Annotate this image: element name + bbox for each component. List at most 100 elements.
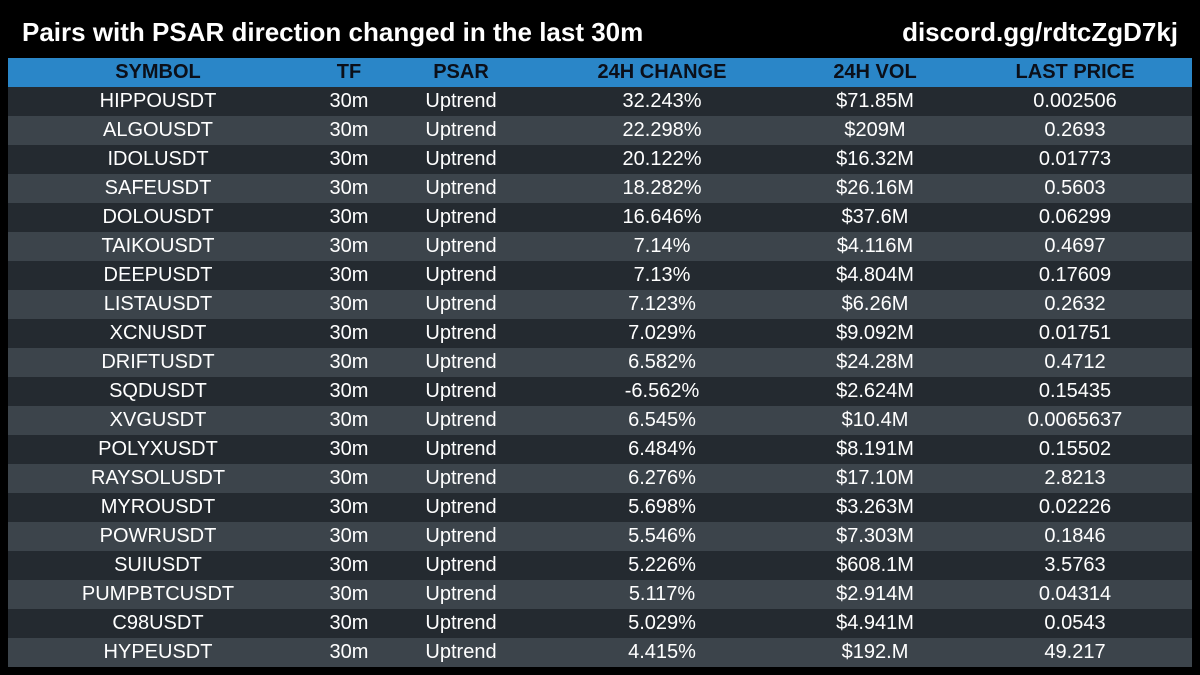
cell-symbol: POWRUSDT [99, 525, 217, 547]
table-row[interactable]: DOLOUSDT 30m Uptrend 16.646% $37.6M 0.06299 [8, 203, 1192, 232]
cell-24h-vol: $37.6M [841, 206, 909, 228]
cell-24h-vol: $7.303M [836, 525, 914, 547]
table-row[interactable]: SUIUSDT 30m Uptrend 5.226% $608.1M 3.5763 [8, 551, 1192, 580]
cell-24h-change: 7.13% [633, 264, 691, 286]
cell-24h-vol: $24.28M [836, 351, 914, 373]
cell-symbol: ALGOUSDT [102, 119, 214, 141]
cell-tf: 30m [329, 322, 369, 344]
cell-last-price: 0.2693 [1044, 119, 1106, 141]
table-row[interactable]: POLYXUSDT 30m Uptrend 6.484% $8.191M 0.15502 [8, 435, 1192, 464]
cell-24h-vol: $192.M [841, 641, 909, 663]
table-row[interactable]: PUMPBTCUSDT 30m Uptrend 5.117% $2.914M 0.0431… [8, 580, 1192, 609]
cell-psar: Uptrend [425, 206, 497, 228]
cell-symbol: SAFEUSDT [104, 177, 212, 199]
cell-24h-change: 20.122% [622, 148, 702, 170]
cell-last-price: 3.5763 [1044, 554, 1106, 576]
cell-last-price: 0.4712 [1044, 351, 1106, 373]
cell-24h-vol: $10.4M [841, 409, 909, 431]
cell-last-price: 0.15435 [1038, 380, 1112, 402]
cell-symbol: IDOLUSDT [107, 148, 209, 170]
cell-psar: Uptrend [425, 235, 497, 257]
table-row[interactable]: TAIKOUSDT 30m Uptrend 7.14% $4.116M 0.4697 [8, 232, 1192, 261]
cell-tf: 30m [329, 496, 369, 518]
table-row[interactable]: POWRUSDT 30m Uptrend 5.546% $7.303M 0.1846 [8, 522, 1192, 551]
cell-psar: Uptrend [425, 641, 497, 663]
table-row[interactable]: C98USDT 30m Uptrend 5.029% $4.941M 0.0543 [8, 609, 1192, 638]
table-row[interactable]: SQDUSDT 30m Uptrend -6.562% $2.624M 0.15435 [8, 377, 1192, 406]
table-row[interactable]: RAYSOLUSDT 30m Uptrend 6.276% $17.10M 2.8213 [8, 464, 1192, 493]
table-row[interactable]: LISTAUSDT 30m Uptrend 7.123% $6.26M 0.2632 [8, 290, 1192, 319]
column-header-24h-vol[interactable]: 24H VOL [833, 61, 917, 83]
cell-tf: 30m [329, 525, 369, 547]
table-row[interactable]: ALGOUSDT 30m Uptrend 22.298% $209M 0.2693 [8, 116, 1192, 145]
cell-24h-vol: $8.191M [836, 438, 914, 460]
cell-24h-change: 6.484% [628, 438, 696, 460]
cell-24h-vol: $2.624M [836, 380, 914, 402]
cell-last-price: 0.01773 [1038, 148, 1112, 170]
cell-24h-change: 32.243% [622, 90, 702, 112]
cell-last-price: 0.002506 [1033, 90, 1117, 112]
column-header-last-price[interactable]: LAST PRICE [1015, 61, 1135, 83]
cell-psar: Uptrend [425, 293, 497, 315]
table-row[interactable]: HIPPOUSDT 30m Uptrend 32.243% $71.85M 0.00250… [8, 87, 1192, 116]
table-row[interactable]: HYPEUSDT 30m Uptrend 4.415% $192.M 49.217 [8, 638, 1192, 667]
cell-24h-change: 7.123% [628, 293, 696, 315]
cell-last-price: 49.217 [1044, 641, 1106, 663]
cell-last-price: 0.0543 [1044, 612, 1106, 634]
cell-tf: 30m [329, 90, 369, 112]
cell-symbol: MYROUSDT [100, 496, 216, 518]
table-row[interactable]: DRIFTUSDT 30m Uptrend 6.582% $24.28M 0.4712 [8, 348, 1192, 377]
cell-psar: Uptrend [425, 438, 497, 460]
cell-24h-vol: $3.263M [836, 496, 914, 518]
cell-tf: 30m [329, 467, 369, 489]
cell-symbol: C98USDT [112, 612, 204, 634]
cell-symbol: RAYSOLUSDT [90, 467, 226, 489]
cell-24h-vol: $6.26M [841, 293, 909, 315]
cell-psar: Uptrend [425, 554, 497, 576]
cell-last-price: 0.4697 [1044, 235, 1106, 257]
cell-tf: 30m [329, 293, 369, 315]
cell-24h-vol: $209M [844, 119, 906, 141]
cell-tf: 30m [329, 148, 369, 170]
cell-tf: 30m [329, 206, 369, 228]
cell-tf: 30m [329, 583, 369, 605]
table-row[interactable]: MYROUSDT 30m Uptrend 5.698% $3.263M 0.02226 [8, 493, 1192, 522]
cell-tf: 30m [329, 380, 369, 402]
column-header-24h-change[interactable]: 24H CHANGE [597, 61, 727, 83]
cell-symbol: TAIKOUSDT [101, 235, 215, 257]
table-row[interactable]: XVGUSDT 30m Uptrend 6.545% $10.4M 0.0065637 [8, 406, 1192, 435]
cell-psar: Uptrend [425, 264, 497, 286]
cell-psar: Uptrend [425, 583, 497, 605]
cell-last-price: 0.1846 [1044, 525, 1106, 547]
cell-symbol: PUMPBTCUSDT [81, 583, 235, 605]
cell-last-price: 0.0065637 [1027, 409, 1123, 431]
discord-link[interactable]: discord.gg/rdtcZgD7kj [902, 17, 1178, 47]
table-header-row: SYMBOL TF PSAR 24H CHANGE 24H VOL LAST P… [8, 58, 1192, 87]
cell-symbol: DOLOUSDT [102, 206, 214, 228]
cell-24h-vol: $16.32M [836, 148, 914, 170]
column-header-symbol[interactable]: SYMBOL [115, 61, 201, 83]
table-body: HIPPOUSDT 30m Uptrend 32.243% $71.85M 0.00250… [8, 87, 1192, 667]
cell-tf: 30m [329, 554, 369, 576]
cell-24h-vol: $4.804M [836, 264, 914, 286]
cell-24h-vol: $26.16M [836, 177, 914, 199]
cell-last-price: 0.2632 [1044, 293, 1106, 315]
cell-symbol: DRIFTUSDT [101, 351, 215, 373]
cell-last-price: 0.04314 [1038, 583, 1112, 605]
cell-24h-vol: $17.10M [836, 467, 914, 489]
cell-tf: 30m [329, 264, 369, 286]
table-row[interactable]: IDOLUSDT 30m Uptrend 20.122% $16.32M 0.01773 [8, 145, 1192, 174]
cell-tf: 30m [329, 409, 369, 431]
cell-psar: Uptrend [425, 322, 497, 344]
cell-24h-change: 6.545% [628, 409, 696, 431]
column-header-tf[interactable]: TF [336, 61, 362, 83]
table-row[interactable]: XCNUSDT 30m Uptrend 7.029% $9.092M 0.01751 [8, 319, 1192, 348]
column-header-psar[interactable]: PSAR [433, 61, 489, 83]
table-row[interactable]: SAFEUSDT 30m Uptrend 18.282% $26.16M 0.5603 [8, 174, 1192, 203]
cell-24h-change: 18.282% [622, 177, 702, 199]
cell-tf: 30m [329, 119, 369, 141]
cell-24h-change: 5.698% [628, 496, 696, 518]
cell-tf: 30m [329, 235, 369, 257]
table-row[interactable]: DEEPUSDT 30m Uptrend 7.13% $4.804M 0.17609 [8, 261, 1192, 290]
cell-24h-change: 16.646% [622, 206, 702, 228]
